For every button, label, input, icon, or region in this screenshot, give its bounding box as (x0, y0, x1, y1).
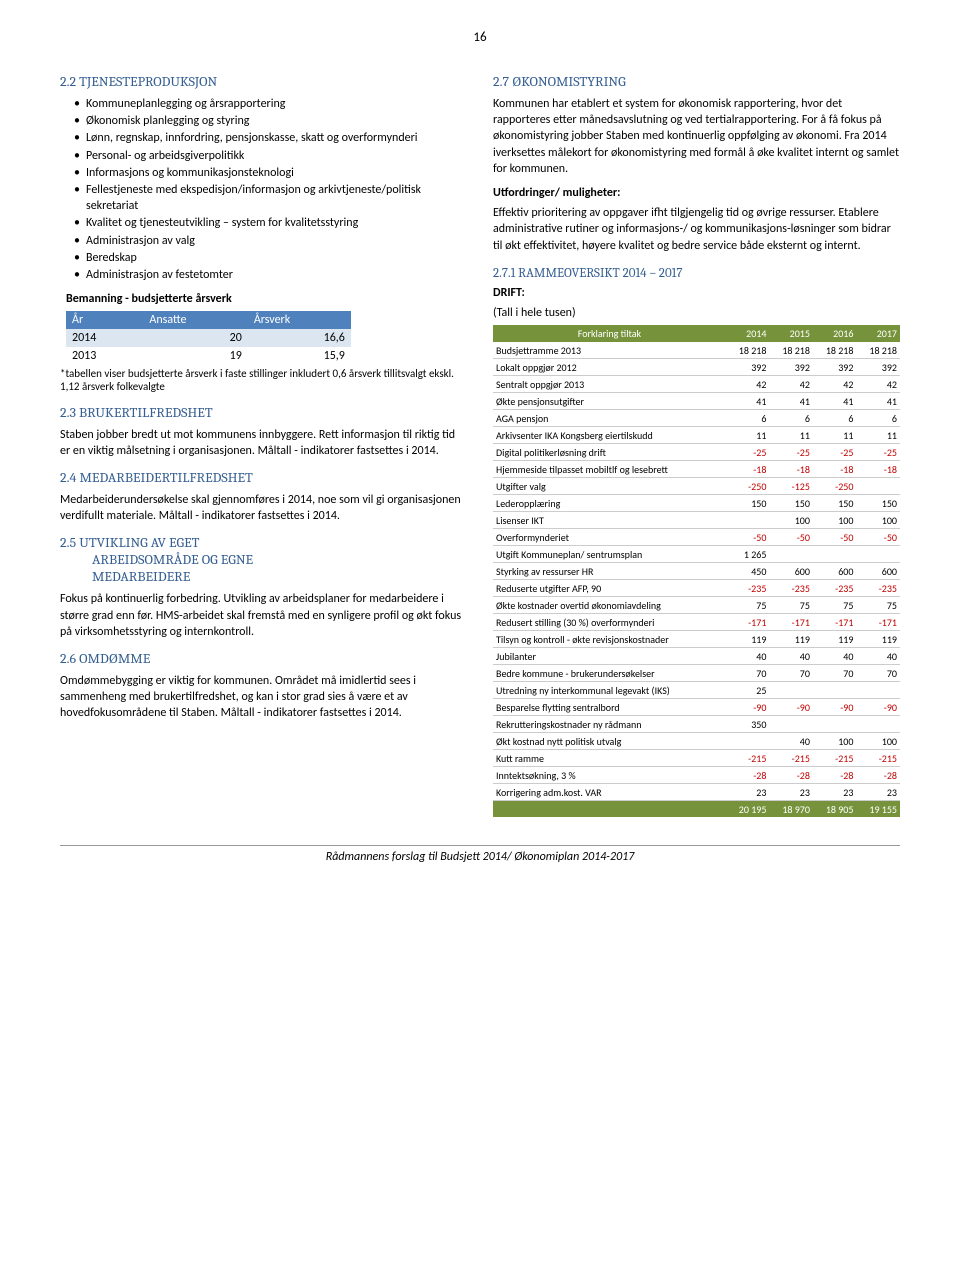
bullet-item: Administrasjon av festetomter (74, 267, 467, 283)
table-row: Jubilanter40404040 (493, 648, 900, 665)
bullet-item: Beredskap (74, 250, 467, 266)
sec25-line2: ARBEIDSOMRÅDE OG EGNE (60, 551, 253, 568)
drift-label: DRIFT: (493, 286, 525, 300)
left-column: 2.2 TJENESTEPRODUKSJON Kommuneplanleggin… (60, 63, 467, 817)
table-row: Lederopplæring150150150150 (493, 495, 900, 512)
bem-h1: Ansatte (143, 311, 247, 329)
table-row: Tilsyn og kontroll - økte revisjonskostn… (493, 631, 900, 648)
section-2-5-body: Fokus på kontinuerlig forbedring. Utvikl… (60, 591, 467, 640)
table-row: AGA pensjon6666 (493, 410, 900, 427)
table-row: Besparelse flytting sentralbord-90-90-90… (493, 699, 900, 716)
table-row: Sentralt oppgjør 201342424242 (493, 376, 900, 393)
bem-h2: Årsverk (248, 311, 351, 329)
utfordringer-label: Utfordringer/ muligheter: (493, 186, 620, 200)
drift-table: Forklaring tiltak 2014 2015 2016 2017 Bu… (493, 325, 900, 817)
right-column: 2.7 ØKONOMISTYRING Kommunen har etablert… (493, 63, 900, 817)
table-row: Utgift Kommuneplan/ sentrumsplan1 265 (493, 546, 900, 563)
drift-h0: Forklaring tiltak (493, 325, 726, 342)
section-2-4-body: Medarbeiderundersøkelse skal gjennomføre… (60, 492, 467, 524)
section-2-3-body: Staben jobber bredt ut mot kommunens inn… (60, 427, 467, 459)
table-row: Utredning ny interkommunal legevakt (IKS… (493, 682, 900, 699)
table-row: Redusert stilling (30 %) overformynderi-… (493, 614, 900, 631)
section-2-6-body: Omdømmebygging er viktig for kommunen. O… (60, 673, 467, 722)
sec25-line1: 2.5 UTVIKLING AV EGET (60, 534, 199, 551)
bemanning-footnote: *tabellen viser budsjetterte årsverk i f… (60, 367, 467, 393)
sec25-line3: MEDARBEIDERE (60, 568, 190, 585)
bullet-item: Økonomisk planlegging og styring (74, 113, 467, 129)
two-column-layout: 2.2 TJENESTEPRODUKSJON Kommuneplanleggin… (60, 63, 900, 817)
page-number: 16 (60, 30, 900, 45)
bullet-item: Lønn, regnskap, innfordring, pensjonskas… (74, 130, 467, 146)
table-row: Inntektsøkning, 3 %-28-28-28-28 (493, 767, 900, 784)
table-row: Reduserte utgifter AFP, 90-235-235-235-2… (493, 580, 900, 597)
bullet-item: Fellestjeneste med ekspedisjon/informasj… (74, 182, 467, 214)
table-row: Overformynderiet-50-50-50-50 (493, 529, 900, 546)
section-2-7-1-title: 2.7.1 RAMMEOVERSIKT 2014 – 2017 (493, 266, 900, 281)
table-row: Økte pensjonsutgifter41414141 (493, 393, 900, 410)
table-row: Arkivsenter IKA Kongsberg eiertilskudd11… (493, 427, 900, 444)
page-footer: Rådmannens forslag til Budsjett 2014/ Øk… (60, 845, 900, 864)
section-2-2-bullets: Kommuneplanlegging og årsrapporteringØko… (60, 96, 467, 283)
table-row: Lokalt oppgjør 2012392392392392 (493, 359, 900, 376)
table-row: 20142016,6 (66, 329, 351, 347)
table-row: Digital politikerløsning drift-25-25-25-… (493, 444, 900, 461)
table-row: Lisenser IKT100100100 (493, 512, 900, 529)
section-2-6-title: 2.6 OMDØMME (60, 650, 467, 667)
section-2-4-title: 2.4 MEDARBEIDERTILFREDSHET (60, 469, 467, 486)
table-row: 20131915,9 (66, 347, 351, 365)
bemanning-table: År Ansatte Årsverk 20142016,620131915,9 (66, 311, 351, 365)
table-row: Økt kostnad nytt politisk utvalg40100100 (493, 733, 900, 750)
tall-label: (Tall i hele tusen) (493, 305, 900, 321)
drift-h3: 2016 (813, 325, 857, 342)
section-2-5-title: 2.5 UTVIKLING AV EGET ARBEIDSOMRÅDE OG E… (60, 534, 467, 585)
bullet-item: Kommuneplanlegging og årsrapportering (74, 96, 467, 112)
bullet-item: Kvalitet og tjenesteutvikling – system f… (74, 215, 467, 231)
table-row: Styrking av ressurser HR450600600600 (493, 563, 900, 580)
bullet-item: Informasjons og kommunikasjonsteknologi (74, 165, 467, 181)
table-row: Korrigering adm.kost. VAR23232323 (493, 784, 900, 801)
section-2-7-p2: Effektiv prioritering av oppgaver ifht t… (493, 205, 900, 254)
section-2-7-p1: Kommunen har etablert et system for økon… (493, 96, 900, 177)
bemanning-caption: Bemanning - budsjetterte årsverk (66, 291, 467, 307)
table-row: Rekrutteringskostnader ny rådmann350 (493, 716, 900, 733)
table-total-row: 20 19518 97018 90519 155 (493, 801, 900, 818)
bullet-item: Personal- og arbeidsgiverpolitikk (74, 148, 467, 164)
table-row: Økte kostnader overtid økonomiavdeling75… (493, 597, 900, 614)
table-row: Kutt ramme-215-215-215-215 (493, 750, 900, 767)
drift-h4: 2017 (856, 325, 900, 342)
bullet-item: Administrasjon av valg (74, 233, 467, 249)
table-row: Hjemmeside tilpasset mobiltlf og lesebre… (493, 461, 900, 478)
drift-h2: 2015 (769, 325, 813, 342)
table-row: Utgifter valg-250-125-250 (493, 478, 900, 495)
table-row: Budsjettramme 201318 21818 21818 21818 2… (493, 342, 900, 359)
section-2-7-title: 2.7 ØKONOMISTYRING (493, 73, 900, 90)
bem-h0: År (66, 311, 143, 329)
drift-h1: 2014 (726, 325, 770, 342)
section-2-3-title: 2.3 BRUKERTILFREDSHET (60, 404, 467, 421)
section-2-2-title: 2.2 TJENESTEPRODUKSJON (60, 73, 467, 90)
table-row: Bedre kommune - brukerundersøkelser70707… (493, 665, 900, 682)
